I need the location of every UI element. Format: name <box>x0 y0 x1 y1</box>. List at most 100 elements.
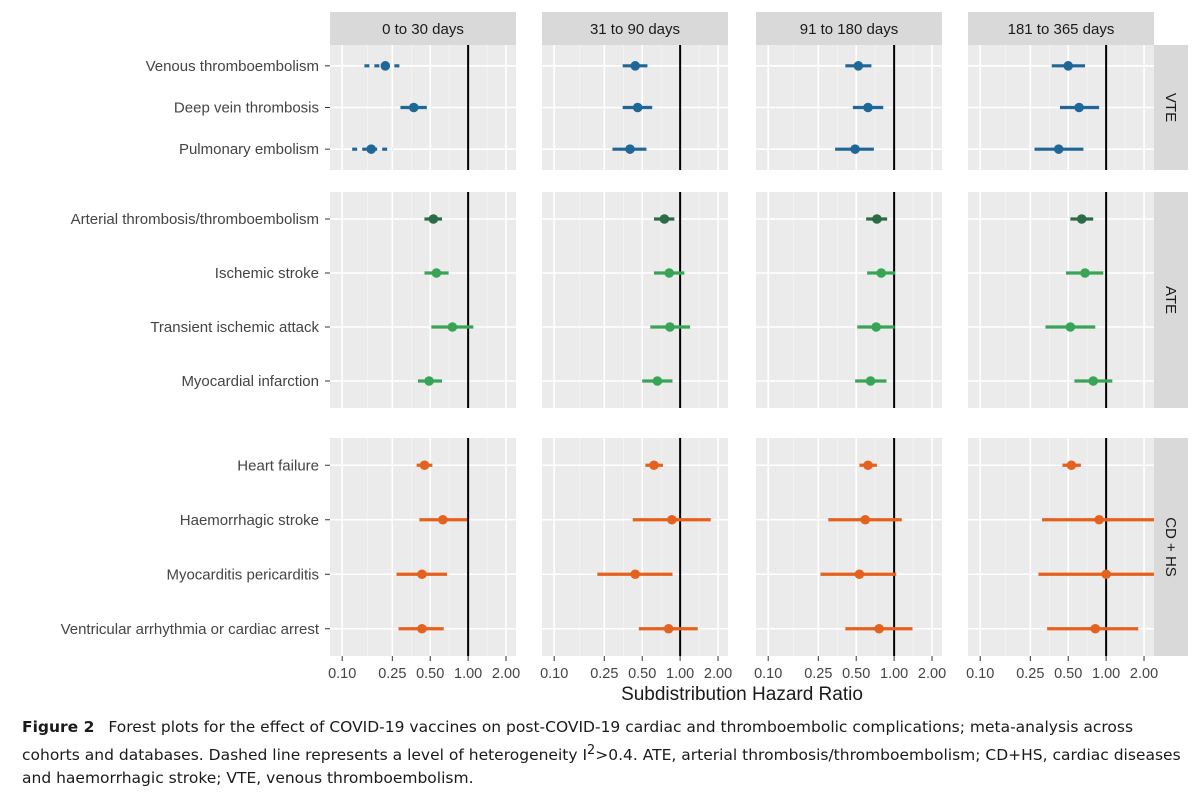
point-estimate <box>1063 61 1074 71</box>
panel <box>330 45 516 170</box>
point-estimate <box>1101 569 1111 580</box>
panel <box>756 438 942 656</box>
point-estimate <box>854 569 865 580</box>
x-tick-label: 0.50 <box>628 666 656 682</box>
point-estimate <box>630 569 641 580</box>
point-estimate <box>659 214 670 224</box>
outcome-label: Ventricular arrhythmia or cardiac arrest <box>61 621 320 638</box>
point-estimate <box>380 61 391 71</box>
panel-background <box>968 438 1154 656</box>
point-estimate <box>649 460 659 471</box>
x-tick-label: 0.25 <box>590 666 618 682</box>
point-estimate <box>447 322 458 332</box>
panel <box>968 192 1154 408</box>
row-strip-label: ATE <box>1162 286 1179 314</box>
x-tick-label: 0.10 <box>754 666 782 682</box>
outcome-label: Ischemic stroke <box>215 265 319 282</box>
column-strip <box>968 12 1154 45</box>
point-estimate <box>1094 514 1104 525</box>
point-estimate <box>417 569 427 580</box>
point-estimate <box>366 144 377 154</box>
panel-background <box>330 438 516 656</box>
x-tick-label: 2.00 <box>492 666 520 682</box>
x-tick-label: 0.25 <box>1016 666 1044 682</box>
point-estimate <box>664 268 675 278</box>
point-estimate <box>1074 102 1084 113</box>
point-estimate <box>431 268 442 278</box>
panel <box>968 438 1154 656</box>
panel <box>756 45 942 170</box>
outcome-label: Transient ischemic attack <box>150 319 319 336</box>
panel <box>330 438 516 656</box>
panel-background <box>968 192 1154 408</box>
caption-superscript: 2 <box>587 743 596 758</box>
point-estimate <box>438 514 448 525</box>
column-strip-label: 31 to 90 days <box>590 21 680 38</box>
panel-background <box>330 192 516 408</box>
point-estimate <box>874 623 884 634</box>
panel <box>330 192 516 408</box>
point-estimate <box>865 376 876 386</box>
x-tick-label: 0.25 <box>804 666 832 682</box>
x-axis-title: Subdistribution Hazard Ratio <box>621 684 863 705</box>
point-estimate <box>667 514 677 525</box>
outcome-label: Venous thromboembolism <box>146 58 319 75</box>
caption-text: Forest plots for the effect of COVID-19 … <box>22 718 1134 765</box>
point-estimate <box>1090 623 1101 634</box>
panel-background <box>542 438 728 656</box>
row-strip <box>1154 438 1188 656</box>
row-strip-label: VTE <box>1162 93 1179 122</box>
caption-text-end: >0.4. ATE, arterial thrombosis/thromboem… <box>22 746 1181 788</box>
point-estimate <box>863 460 873 471</box>
panel-background <box>756 438 942 656</box>
panel <box>542 45 728 170</box>
point-estimate <box>1076 214 1087 224</box>
point-estimate <box>871 322 881 332</box>
panel-background <box>542 192 728 408</box>
outcome-label: Pulmonary embolism <box>179 141 319 158</box>
x-tick-label: 2.00 <box>1130 666 1158 682</box>
panel <box>542 438 728 656</box>
point-estimate <box>1066 460 1077 471</box>
point-estimate <box>428 214 439 224</box>
x-tick-label: 1.00 <box>1092 666 1120 682</box>
x-tick-label: 0.50 <box>1054 666 1082 682</box>
column-strip <box>756 12 942 45</box>
point-estimate <box>665 322 675 332</box>
point-estimate <box>408 102 419 113</box>
point-estimate <box>417 623 427 634</box>
x-tick-label: 2.00 <box>704 666 732 682</box>
point-estimate <box>625 144 635 154</box>
point-estimate <box>1053 144 1064 154</box>
forest-plot-figure: 0 to 30 days 31 to 90 days 91 to 180 days 1… <box>61 12 1188 705</box>
point-estimate <box>863 102 873 113</box>
x-tick-label: 0.25 <box>378 666 406 682</box>
panel <box>968 45 1154 170</box>
outcome-label: Arterial thrombosis/thromboembolism <box>71 211 319 228</box>
x-tick-label: 1.00 <box>666 666 694 682</box>
point-estimate <box>632 102 643 113</box>
figure-label: Figure 2 <box>22 718 95 736</box>
point-estimate <box>630 61 641 71</box>
point-estimate <box>876 268 887 278</box>
column-strip <box>542 12 728 45</box>
point-estimate <box>652 376 663 386</box>
outcome-label: Myocarditis pericarditis <box>166 566 319 583</box>
point-estimate <box>853 61 864 71</box>
x-tick-label: 1.00 <box>880 666 908 682</box>
point-estimate <box>1065 322 1076 332</box>
point-estimate <box>1080 268 1090 278</box>
outcome-label: Heart failure <box>237 457 319 474</box>
row-strip-label: CD + HS <box>1162 517 1179 577</box>
point-estimate <box>850 144 860 154</box>
x-tick-label: 2.00 <box>918 666 946 682</box>
panel <box>542 192 728 408</box>
column-strip-label: 91 to 180 days <box>800 21 898 38</box>
x-tick-label: 0.50 <box>416 666 444 682</box>
x-tick-label: 1.00 <box>454 666 482 682</box>
point-estimate <box>1088 376 1099 386</box>
column-strip-label: 181 to 365 days <box>1008 21 1115 38</box>
x-tick-label: 0.10 <box>966 666 994 682</box>
column-strip-label: 0 to 30 days <box>382 21 464 38</box>
x-tick-label: 0.50 <box>842 666 870 682</box>
